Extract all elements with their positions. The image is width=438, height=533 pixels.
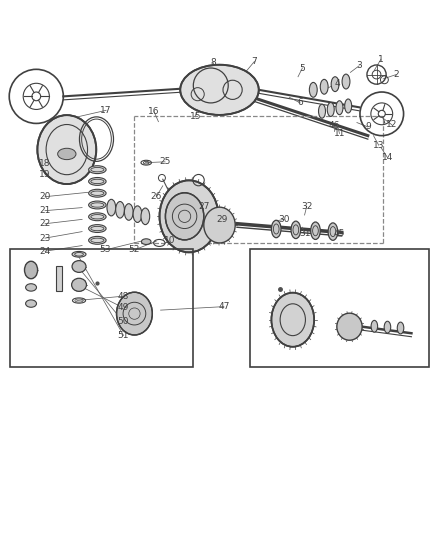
Text: 13: 13 bbox=[372, 141, 384, 150]
Ellipse shape bbox=[116, 201, 124, 218]
Ellipse shape bbox=[180, 64, 258, 115]
Ellipse shape bbox=[88, 177, 106, 185]
Ellipse shape bbox=[320, 79, 327, 94]
Text: 3: 3 bbox=[355, 61, 361, 70]
Text: 27: 27 bbox=[198, 202, 209, 211]
Ellipse shape bbox=[336, 313, 361, 340]
Ellipse shape bbox=[116, 292, 152, 335]
Text: 19: 19 bbox=[39, 171, 51, 180]
Ellipse shape bbox=[330, 77, 338, 92]
Text: 30: 30 bbox=[278, 215, 289, 224]
Text: 5: 5 bbox=[299, 63, 304, 72]
Text: 11: 11 bbox=[333, 129, 344, 138]
Text: 20: 20 bbox=[39, 192, 50, 201]
Ellipse shape bbox=[344, 99, 351, 113]
Text: 50: 50 bbox=[117, 317, 129, 326]
Text: 18: 18 bbox=[39, 159, 51, 168]
Text: 9: 9 bbox=[364, 123, 370, 132]
Ellipse shape bbox=[370, 320, 377, 332]
Ellipse shape bbox=[71, 278, 86, 292]
Ellipse shape bbox=[327, 223, 337, 240]
Ellipse shape bbox=[88, 166, 106, 174]
Text: 15: 15 bbox=[189, 111, 201, 120]
Bar bbox=[10, 249, 193, 367]
Text: 51: 51 bbox=[117, 331, 129, 340]
Bar bbox=[56, 266, 62, 292]
Text: 14: 14 bbox=[381, 153, 392, 162]
Ellipse shape bbox=[88, 237, 106, 244]
Ellipse shape bbox=[88, 224, 106, 232]
Ellipse shape bbox=[341, 74, 349, 89]
Text: 7: 7 bbox=[251, 57, 257, 66]
Ellipse shape bbox=[57, 148, 76, 159]
Text: 53: 53 bbox=[99, 245, 111, 254]
Text: 17: 17 bbox=[100, 106, 112, 115]
Text: 8: 8 bbox=[210, 58, 215, 67]
Text: 29: 29 bbox=[215, 215, 227, 224]
Text: 10: 10 bbox=[163, 236, 175, 245]
Text: 31: 31 bbox=[298, 229, 310, 238]
Ellipse shape bbox=[124, 204, 133, 220]
Ellipse shape bbox=[396, 322, 403, 334]
Text: 2: 2 bbox=[392, 70, 398, 79]
Text: 22: 22 bbox=[39, 219, 50, 228]
Text: 21: 21 bbox=[39, 206, 50, 215]
Text: 24: 24 bbox=[39, 247, 50, 256]
Ellipse shape bbox=[25, 284, 36, 291]
Text: 16: 16 bbox=[148, 107, 159, 116]
Text: 4: 4 bbox=[334, 79, 339, 88]
Ellipse shape bbox=[141, 208, 149, 224]
Ellipse shape bbox=[88, 189, 106, 197]
Text: 26: 26 bbox=[150, 192, 162, 201]
Text: 32: 32 bbox=[300, 202, 312, 211]
Text: 48: 48 bbox=[117, 292, 129, 301]
Ellipse shape bbox=[203, 207, 235, 243]
Ellipse shape bbox=[318, 104, 325, 118]
Text: 52: 52 bbox=[128, 245, 140, 254]
Ellipse shape bbox=[271, 220, 280, 238]
Bar bbox=[250, 249, 428, 367]
Ellipse shape bbox=[335, 101, 342, 115]
Ellipse shape bbox=[133, 206, 141, 222]
Text: 12: 12 bbox=[385, 120, 396, 129]
Ellipse shape bbox=[165, 193, 203, 240]
Text: 25: 25 bbox=[159, 157, 170, 166]
Ellipse shape bbox=[383, 321, 390, 333]
Text: 47: 47 bbox=[218, 302, 229, 311]
Ellipse shape bbox=[290, 221, 300, 239]
Ellipse shape bbox=[159, 180, 218, 252]
Text: 1: 1 bbox=[377, 55, 383, 64]
Ellipse shape bbox=[88, 201, 106, 209]
Ellipse shape bbox=[25, 261, 38, 279]
Ellipse shape bbox=[326, 102, 333, 116]
Ellipse shape bbox=[37, 115, 96, 184]
Text: 49: 49 bbox=[117, 303, 129, 312]
Text: 23: 23 bbox=[39, 233, 50, 243]
Ellipse shape bbox=[88, 213, 106, 221]
Ellipse shape bbox=[72, 261, 86, 272]
Ellipse shape bbox=[310, 222, 320, 239]
Ellipse shape bbox=[271, 293, 314, 347]
Text: 6: 6 bbox=[297, 99, 302, 108]
Ellipse shape bbox=[309, 83, 317, 97]
Text: 45: 45 bbox=[333, 229, 344, 238]
Ellipse shape bbox=[107, 199, 116, 216]
Ellipse shape bbox=[25, 300, 36, 308]
Text: 46: 46 bbox=[327, 121, 339, 130]
Ellipse shape bbox=[141, 239, 151, 245]
Ellipse shape bbox=[72, 252, 86, 257]
